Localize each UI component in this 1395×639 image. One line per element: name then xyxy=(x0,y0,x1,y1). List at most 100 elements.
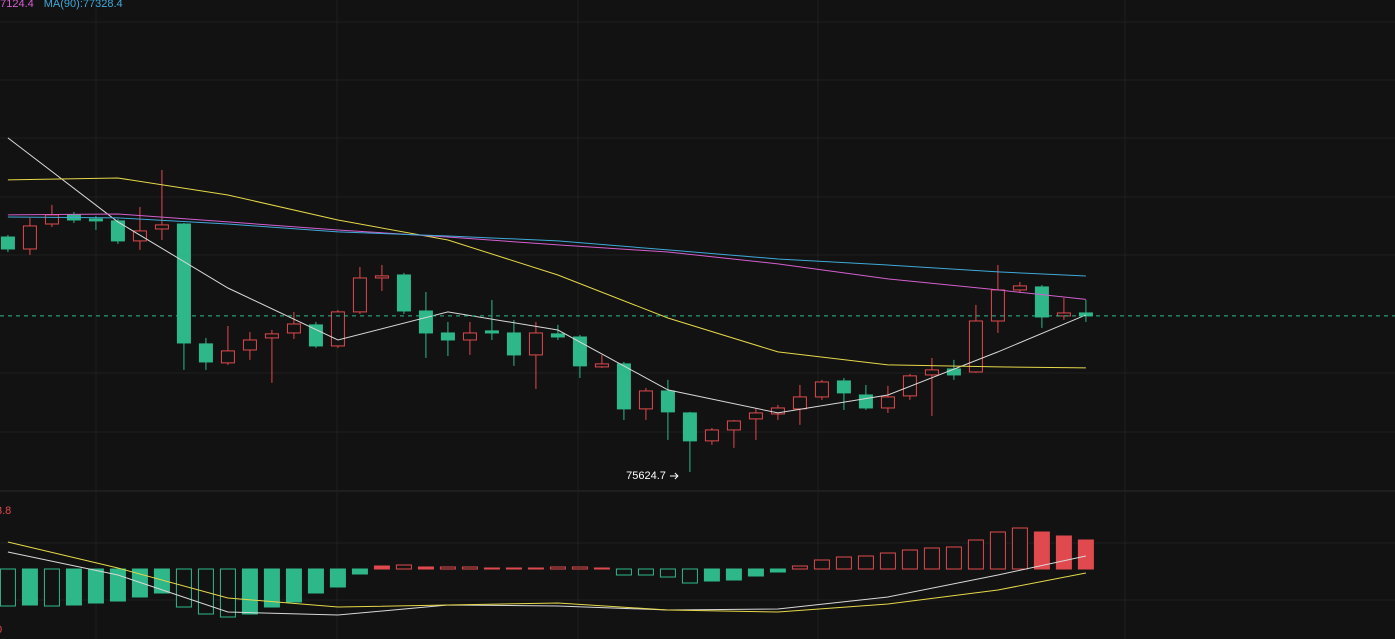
candle-body xyxy=(550,333,565,338)
macd-bar xyxy=(615,568,632,576)
candle-body xyxy=(638,390,653,410)
candle-body xyxy=(88,218,103,222)
macd-bar xyxy=(923,547,940,570)
candle-body xyxy=(330,311,345,347)
candle-body xyxy=(220,350,235,364)
candle-body xyxy=(814,381,829,398)
candle-body xyxy=(1012,285,1027,291)
macd-bar xyxy=(901,549,918,570)
macd-bar xyxy=(65,568,82,606)
candle-body xyxy=(176,223,191,344)
macd-bar xyxy=(791,565,808,570)
candle-body xyxy=(0,236,15,250)
macd-bar xyxy=(835,556,852,570)
candle-body xyxy=(110,220,125,242)
candle-body xyxy=(154,224,169,230)
macd-bar xyxy=(351,568,368,575)
candle-body xyxy=(1078,312,1093,317)
candle-body xyxy=(616,363,631,410)
macd-bar xyxy=(549,566,566,570)
ma-line xyxy=(7,541,1086,613)
ma-line xyxy=(7,177,1086,369)
macd-bar xyxy=(153,568,170,594)
candle-body xyxy=(660,390,675,413)
macd-bar xyxy=(857,555,874,570)
ma-line xyxy=(7,137,1087,414)
macd-bar xyxy=(241,568,258,615)
macd-bar xyxy=(175,568,192,608)
candle-body xyxy=(484,330,499,334)
macd-bar xyxy=(813,559,830,570)
candle-body xyxy=(264,333,279,339)
ma-line xyxy=(7,216,1086,277)
macd-bar xyxy=(87,568,104,604)
macd-bar xyxy=(263,568,280,608)
macd-bar xyxy=(703,568,720,582)
macd-bar xyxy=(769,568,786,573)
ma-line xyxy=(7,551,1087,616)
candle-body xyxy=(682,412,697,442)
candle-body xyxy=(352,277,367,313)
macd-bar xyxy=(109,568,126,602)
macd-bar xyxy=(43,568,60,607)
candle-body xyxy=(132,230,147,242)
candle-body xyxy=(374,275,389,279)
candle-body xyxy=(792,396,807,410)
macd-bar xyxy=(483,567,500,570)
candle-body xyxy=(1034,286,1049,318)
candle-body xyxy=(528,332,543,356)
macd-bar xyxy=(945,546,962,570)
macd-bar xyxy=(571,566,588,570)
macd-bar xyxy=(1055,535,1072,570)
candle-body xyxy=(418,310,433,334)
macd-bar xyxy=(417,566,434,570)
candle-body xyxy=(770,407,785,415)
candle-body xyxy=(440,332,455,341)
candle-body xyxy=(968,320,983,373)
macd-bar xyxy=(747,568,764,577)
macd-bar xyxy=(439,566,456,570)
macd-bar xyxy=(0,568,16,607)
macd-bar xyxy=(461,566,478,570)
macd-bar xyxy=(307,568,324,594)
candle-body xyxy=(836,380,851,394)
macd-bar xyxy=(373,565,390,570)
candle-body xyxy=(704,429,719,442)
legend-label: MA(90):77328.4 xyxy=(44,0,123,10)
candle-body xyxy=(726,420,741,431)
candle-body xyxy=(1056,312,1071,317)
low-label: 75624.7 xyxy=(626,470,666,482)
macd-label: 3.8 xyxy=(0,505,11,517)
macd-bar xyxy=(329,568,346,588)
ma-line xyxy=(7,213,1086,300)
candle-body xyxy=(506,332,521,356)
candle-body xyxy=(22,225,37,250)
macd-bar xyxy=(395,564,412,570)
macd-label: 0 xyxy=(0,624,2,636)
macd-bar xyxy=(527,567,544,570)
candle-body xyxy=(462,332,477,341)
candle-body xyxy=(946,368,961,376)
macd-bar xyxy=(989,531,1006,570)
macd-bar xyxy=(637,568,654,576)
macd-bar xyxy=(285,568,302,603)
macd-bar xyxy=(1011,527,1028,570)
candle-body xyxy=(594,363,609,368)
candle-body xyxy=(308,324,323,347)
macd-bar xyxy=(967,539,984,570)
macd-bar xyxy=(21,568,38,606)
candle-body xyxy=(924,369,939,376)
low-arrow xyxy=(669,472,679,480)
macd-bar xyxy=(879,552,896,570)
macd-bar xyxy=(1077,539,1094,570)
candle-body xyxy=(748,412,763,420)
candle-body xyxy=(858,394,873,409)
macd-bar xyxy=(681,568,698,584)
candle-body xyxy=(880,396,895,409)
macd-bar xyxy=(593,567,610,570)
candle-body xyxy=(198,343,213,363)
